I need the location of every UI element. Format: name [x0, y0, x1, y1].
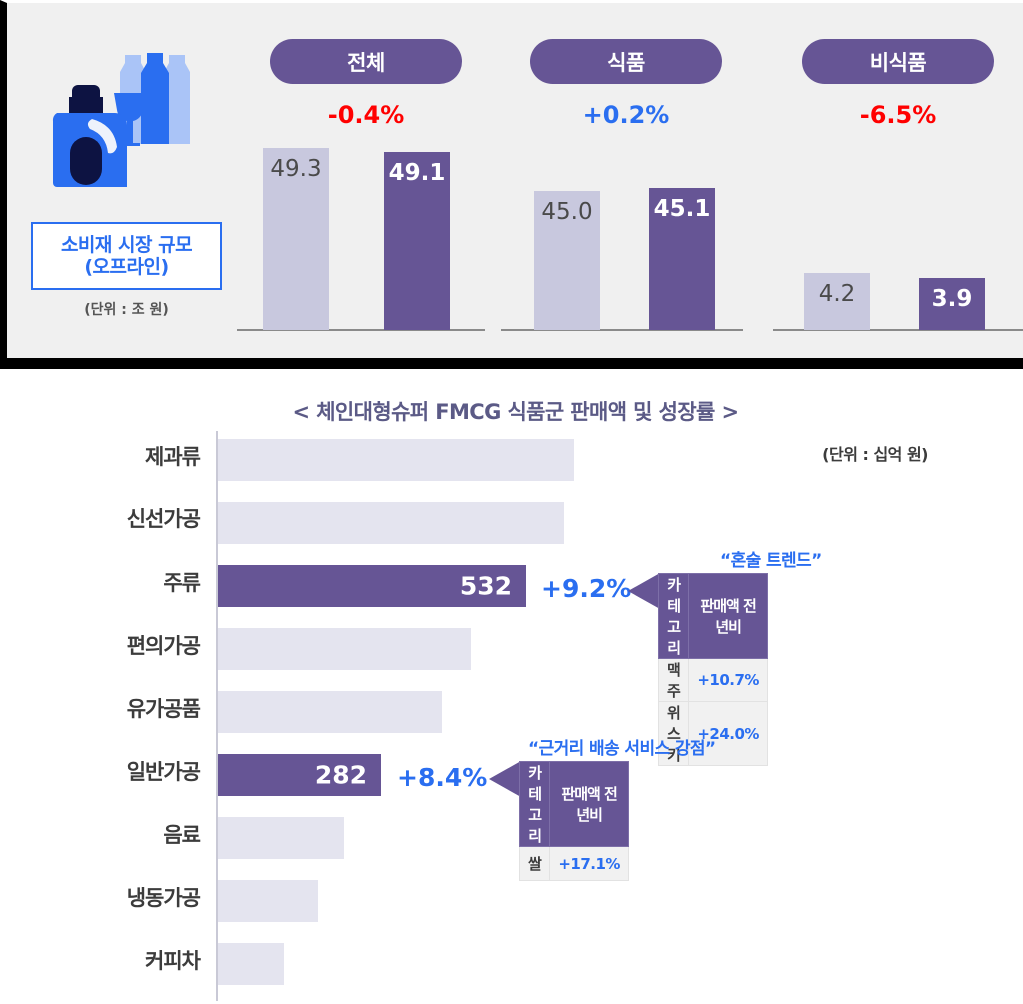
callout-liquor-row1-category: 위스키 — [657, 701, 690, 766]
growth-general-processed: +8.4% — [397, 763, 488, 792]
market-label-line1: 소비재 시장 규모 — [60, 233, 193, 256]
bar-liquor-value: 532 — [459, 571, 512, 601]
cat-label-fresh-processed: 신선가공 — [126, 507, 201, 531]
group-total-cur-bar: 49.1 — [384, 152, 450, 330]
chart-title: < 체인대형슈퍼 FMCG 식품군 판매액 및 성장률 > — [292, 400, 740, 424]
group-food: 식품 +0.2% 45.0 45.1 — [501, 3, 751, 361]
cat-label-coffee-tea: 커피차 — [145, 949, 201, 973]
bar-coffee-tea — [218, 943, 284, 985]
cat-label-dairy: 유가공품 — [126, 697, 201, 721]
group-nonfood-cur-value: 3.9 — [931, 286, 973, 312]
group-total: 전체 -0.4% 49.3 49.1 — [235, 3, 497, 361]
consumer-goods-bottles-icon — [52, 41, 212, 201]
group-food-prev-bar: 45.0 — [534, 191, 600, 330]
market-size-label-box: 소비재 시장 규모 (오프라인) — [31, 222, 222, 290]
group-total-cur-value: 49.1 — [388, 160, 446, 186]
callout-general-header-growth: 판매액 전년비 — [549, 761, 629, 847]
callout-general-row0-growth: +17.1% — [549, 846, 629, 881]
group-food-prev-value: 45.0 — [541, 199, 593, 225]
bar-convenience-processed — [218, 628, 471, 670]
group-food-cur-value: 45.1 — [653, 196, 711, 222]
chart-y-axis — [216, 431, 218, 1001]
market-size-panel: 소비재 시장 규모 (오프라인) (단위 : 조 원) 전체 -0.4% 49.… — [0, 0, 1023, 358]
market-unit-label: (단위 : 조 원) — [84, 302, 169, 318]
callout-general-table: 카테고리 판매액 전년비 쌀 +17.1% — [518, 761, 629, 881]
cat-label-frozen-processed: 냉동가공 — [126, 886, 201, 910]
bar-liquor: 532 — [218, 565, 526, 607]
group-nonfood-growth: -6.5% — [859, 101, 937, 129]
callout-liquor-title: “혼술 트렌드” — [720, 551, 822, 571]
group-total-pill: 전체 — [270, 39, 462, 84]
group-total-prev-bar: 49.3 — [263, 148, 329, 330]
panel-divider — [0, 358, 1023, 369]
chart-unit-label: (단위 : 십억 원) — [822, 445, 928, 464]
bar-general-processed: 282 — [218, 754, 381, 796]
callout-general-title: “근거리 배송 서비스 강점” — [528, 739, 716, 759]
bar-fresh-processed — [218, 502, 564, 544]
callout-general-header-category: 카테고리 — [518, 761, 551, 847]
cat-label-beverage: 음료 — [163, 823, 201, 847]
cat-label-general-processed: 일반가공 — [126, 760, 201, 784]
group-food-axis — [501, 329, 743, 331]
cat-label-confectionery: 제과류 — [145, 445, 201, 469]
group-food-cur-bar: 45.1 — [649, 188, 715, 330]
group-nonfood-prev-bar: 4.2 — [804, 273, 870, 330]
bar-beverage — [218, 817, 344, 859]
bar-frozen-processed — [218, 880, 318, 922]
group-food-growth: +0.2% — [582, 101, 670, 129]
callout-liquor-row0-category: 맥주 — [657, 658, 690, 702]
growth-liquor: +9.2% — [541, 574, 632, 603]
table-row: 맥주 +10.7% — [657, 658, 768, 702]
group-total-prev-value: 49.3 — [270, 156, 322, 182]
callout-general-row0-category: 쌀 — [518, 846, 551, 881]
bar-dairy — [218, 691, 442, 733]
callout-liquor-arrow-icon — [628, 573, 660, 609]
callout-liquor-row1-growth: +24.0% — [688, 701, 768, 766]
group-nonfood-prev-value: 4.2 — [818, 281, 856, 307]
callout-liquor-row0-growth: +10.7% — [688, 658, 768, 702]
group-total-growth: -0.4% — [327, 101, 405, 129]
bar-confectionery — [218, 439, 574, 481]
group-nonfood-axis — [773, 329, 1023, 331]
callout-general-arrow-icon — [489, 761, 521, 797]
fmcg-food-chart-panel: < 체인대형슈퍼 FMCG 식품군 판매액 및 성장률 > (단위 : 십억 원… — [0, 369, 1023, 1004]
group-total-axis — [237, 329, 485, 331]
cat-label-liquor: 주류 — [163, 571, 201, 595]
table-row: 쌀 +17.1% — [518, 846, 629, 881]
callout-liquor-table: 카테고리 판매액 전년비 맥주 +10.7% 위스키 +24.0% — [657, 573, 768, 766]
bar-general-processed-value: 282 — [314, 760, 367, 790]
cat-label-convenience-processed: 편의가공 — [126, 634, 201, 658]
callout-liquor-header-category: 카테고리 — [657, 573, 690, 659]
group-nonfood-pill: 비식품 — [802, 39, 994, 84]
table-row: 위스키 +24.0% — [657, 701, 768, 766]
group-nonfood-cur-bar: 3.9 — [919, 278, 985, 330]
group-nonfood: 비식품 -6.5% 4.2 3.9 — [773, 3, 1023, 361]
market-label-line2: (오프라인) — [84, 256, 169, 278]
group-food-pill: 식품 — [530, 39, 722, 84]
callout-liquor-header-growth: 판매액 전년비 — [688, 573, 768, 659]
